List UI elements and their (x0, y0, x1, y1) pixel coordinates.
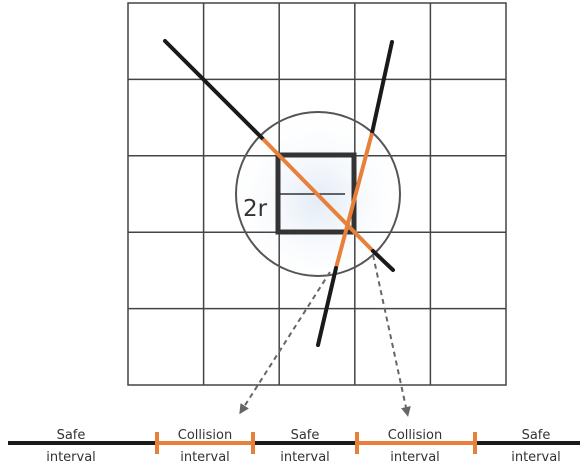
collision-interval-label: Collision (388, 428, 442, 443)
path-2-entry-segment (370, 40, 394, 135)
safe-interval-sublabel: interval (280, 450, 330, 465)
collision-interval-label: Collision (178, 428, 232, 443)
safe-interval-sublabel: interval (46, 450, 96, 465)
collision-interval-sublabel: interval (390, 450, 440, 465)
safe-interval-sublabel: interval (511, 450, 561, 465)
safe-interval-label: Safe (57, 428, 86, 443)
collision-interval-sublabel: interval (180, 450, 230, 465)
safe-interval-label: Safe (291, 428, 320, 443)
path-1-collision-segment (261, 137, 375, 253)
safety-circle (235, 111, 401, 277)
grid-border (127, 2, 507, 386)
path-2-collision-segment (334, 132, 374, 269)
path-2-exit-segment (316, 266, 338, 347)
radius-label: 2r (243, 196, 268, 222)
path-1-entry-segment (163, 39, 265, 141)
arrow-to-first-collision (239, 271, 331, 415)
timeline: Safe interval Collision interval Safe interva… (8, 428, 580, 465)
safe-interval-label: Safe (522, 428, 551, 443)
arrow-to-second-collision (372, 254, 411, 417)
path-1-exit-segment (371, 249, 395, 272)
